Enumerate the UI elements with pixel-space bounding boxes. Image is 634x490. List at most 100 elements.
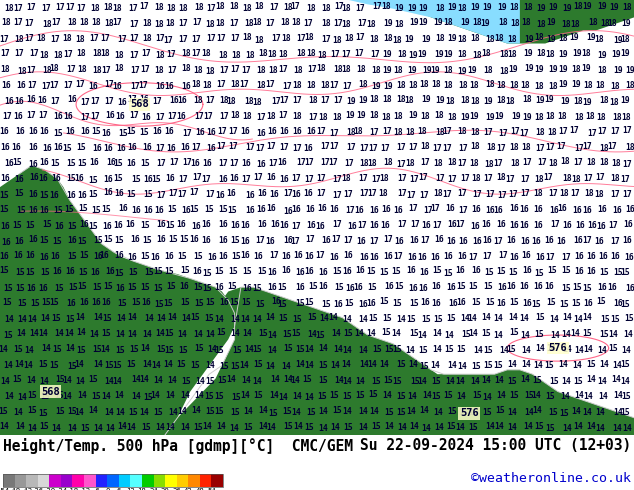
Text: 15: 15 bbox=[446, 314, 456, 322]
Text: 14: 14 bbox=[547, 344, 557, 353]
Text: 16: 16 bbox=[51, 174, 61, 183]
Text: 15: 15 bbox=[27, 391, 37, 400]
Text: 16: 16 bbox=[292, 190, 301, 199]
Text: 16: 16 bbox=[218, 175, 228, 184]
Text: 12: 12 bbox=[126, 488, 135, 490]
Text: 14: 14 bbox=[597, 346, 607, 355]
Text: 19: 19 bbox=[581, 65, 592, 74]
Text: 17: 17 bbox=[138, 81, 148, 91]
Text: 14: 14 bbox=[507, 423, 517, 432]
Text: 19: 19 bbox=[583, 98, 592, 107]
Text: 16: 16 bbox=[65, 268, 75, 276]
Text: 14: 14 bbox=[27, 315, 37, 324]
Text: 15: 15 bbox=[372, 345, 382, 354]
Text: 17: 17 bbox=[343, 190, 353, 199]
Text: 16: 16 bbox=[607, 283, 618, 293]
Text: 15: 15 bbox=[144, 268, 154, 277]
Text: 17: 17 bbox=[271, 34, 281, 43]
Text: 17: 17 bbox=[155, 144, 165, 153]
Text: 15: 15 bbox=[54, 129, 63, 138]
Text: 15: 15 bbox=[51, 314, 61, 322]
Text: 14: 14 bbox=[447, 361, 457, 370]
Text: 14: 14 bbox=[598, 392, 607, 401]
Text: 17: 17 bbox=[497, 144, 507, 153]
Text: 18: 18 bbox=[620, 35, 630, 44]
Text: 17: 17 bbox=[435, 174, 444, 183]
Text: 15: 15 bbox=[307, 313, 317, 322]
Text: 18: 18 bbox=[320, 81, 330, 90]
Text: 19: 19 bbox=[597, 51, 607, 60]
Text: 17: 17 bbox=[420, 191, 429, 199]
Text: 24: 24 bbox=[149, 488, 158, 490]
Text: 19: 19 bbox=[422, 95, 431, 104]
Text: 16: 16 bbox=[207, 253, 217, 262]
Text: 14: 14 bbox=[519, 314, 529, 323]
Text: 14: 14 bbox=[494, 376, 503, 385]
Text: 15: 15 bbox=[308, 282, 318, 291]
Text: 14: 14 bbox=[444, 331, 455, 340]
Text: 15: 15 bbox=[42, 220, 52, 229]
Text: 15: 15 bbox=[509, 298, 519, 307]
Text: 16: 16 bbox=[91, 298, 101, 307]
Text: 16: 16 bbox=[139, 95, 150, 104]
Text: 16: 16 bbox=[382, 205, 391, 214]
Text: 19: 19 bbox=[535, 96, 545, 105]
Text: 14: 14 bbox=[41, 315, 50, 323]
Text: 14: 14 bbox=[533, 406, 543, 415]
Text: 15: 15 bbox=[495, 406, 505, 416]
Text: 15: 15 bbox=[410, 377, 420, 386]
Text: 15: 15 bbox=[202, 284, 212, 293]
Text: 18: 18 bbox=[231, 51, 240, 60]
Text: 18: 18 bbox=[596, 81, 605, 90]
Polygon shape bbox=[0, 287, 634, 435]
Text: 17: 17 bbox=[104, 80, 114, 89]
Text: 17: 17 bbox=[77, 4, 86, 13]
Text: 17: 17 bbox=[623, 190, 632, 199]
Text: 17: 17 bbox=[546, 253, 555, 262]
Text: 17: 17 bbox=[280, 143, 289, 152]
Text: 15: 15 bbox=[89, 375, 98, 385]
Text: 15: 15 bbox=[129, 269, 138, 277]
Text: 14: 14 bbox=[139, 408, 148, 417]
Text: 16: 16 bbox=[53, 267, 62, 276]
Text: 6: 6 bbox=[117, 488, 121, 490]
Text: 18: 18 bbox=[316, 64, 326, 73]
Text: 18: 18 bbox=[308, 96, 318, 105]
Text: 18: 18 bbox=[281, 33, 291, 43]
Text: 19: 19 bbox=[559, 65, 568, 74]
Text: 14: 14 bbox=[432, 329, 442, 338]
Text: 15: 15 bbox=[382, 314, 392, 323]
Text: 19: 19 bbox=[620, 96, 630, 105]
Text: 16: 16 bbox=[573, 236, 583, 245]
Text: 19: 19 bbox=[421, 35, 430, 44]
Text: 15: 15 bbox=[545, 361, 554, 370]
Text: 17: 17 bbox=[472, 190, 482, 199]
Text: 568: 568 bbox=[41, 387, 60, 396]
Text: 14: 14 bbox=[258, 422, 268, 431]
Text: -42: -42 bbox=[20, 488, 33, 490]
Text: 14: 14 bbox=[155, 423, 165, 432]
Text: 15: 15 bbox=[114, 237, 124, 245]
Text: 17: 17 bbox=[51, 35, 60, 44]
Text: 18: 18 bbox=[510, 19, 520, 27]
Text: 15: 15 bbox=[443, 391, 453, 400]
Text: 14: 14 bbox=[0, 345, 8, 354]
Text: 17: 17 bbox=[100, 34, 110, 43]
Text: 18: 18 bbox=[155, 20, 164, 29]
Text: 18: 18 bbox=[16, 67, 27, 75]
Text: 18: 18 bbox=[444, 66, 453, 75]
Text: 15: 15 bbox=[356, 391, 365, 400]
Text: 15: 15 bbox=[91, 206, 101, 215]
Text: 14: 14 bbox=[406, 407, 416, 416]
Text: 14: 14 bbox=[127, 330, 138, 339]
Text: 17: 17 bbox=[493, 159, 503, 169]
Text: 19: 19 bbox=[562, 4, 572, 13]
Text: 17: 17 bbox=[267, 143, 276, 151]
Text: 18: 18 bbox=[599, 97, 609, 105]
Text: 18: 18 bbox=[93, 49, 102, 58]
Text: 18: 18 bbox=[394, 20, 404, 29]
Text: 15: 15 bbox=[562, 267, 571, 275]
Text: 16: 16 bbox=[230, 174, 240, 183]
Text: 16: 16 bbox=[384, 282, 394, 291]
Text: 16: 16 bbox=[482, 236, 492, 245]
